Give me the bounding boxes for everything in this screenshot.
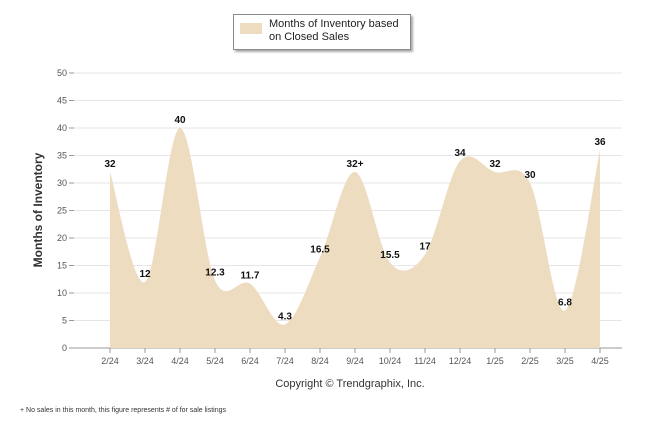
y-tick-label: 0	[62, 343, 67, 353]
x-tick-label: 1/25	[486, 356, 504, 366]
y-tick-label: 5	[62, 316, 67, 326]
legend: Months of Inventory based on Closed Sale…	[233, 14, 411, 50]
footnote: + No sales in this month, this figure re…	[20, 407, 227, 414]
y-tick-label: 45	[57, 96, 67, 106]
data-label: 16.5	[310, 244, 330, 255]
data-label: 32	[104, 159, 116, 170]
data-label: 12	[139, 269, 151, 280]
data-label: 12.3	[205, 267, 225, 278]
y-tick-label: 40	[57, 123, 67, 133]
inventory-area	[110, 127, 600, 349]
x-tick-label: 4/24	[171, 356, 189, 366]
y-tick-label: 35	[57, 151, 67, 161]
data-label: 15.5	[380, 250, 400, 261]
x-tick-label: 2/24	[101, 356, 119, 366]
x-tick-label: 7/24	[276, 356, 294, 366]
data-label: 30	[524, 170, 536, 181]
legend-swatch	[240, 23, 262, 34]
y-tick-label: 15	[57, 261, 67, 271]
x-tick-label: 3/24	[136, 356, 154, 366]
data-labels: 32 12 40 12.3 11.7 4.3 16.5 32+ 15.5 17 34 32 30 6.8 3…	[104, 115, 606, 322]
x-tick-label: 3/25	[556, 356, 574, 366]
y-tick-label: 10	[57, 288, 67, 298]
data-label: 17	[419, 242, 431, 253]
y-tick-label: 25	[57, 206, 67, 216]
y-tick-label: 50	[57, 68, 67, 78]
x-tick-label: 4/25	[591, 356, 609, 366]
x-tick-label: 5/24	[206, 356, 224, 366]
x-tick-label: 9/24	[346, 356, 364, 366]
data-label: 32+	[347, 159, 364, 170]
x-axis-ticks: 2/24 3/24 4/24 5/24 6/24 7/24 8/24 9/24 10/24 11/…	[101, 348, 609, 366]
x-tick-label: 12/24	[449, 356, 472, 366]
y-tick-label: 30	[57, 178, 67, 188]
y-axis-ticks: 0 5 10 15 20 25 30 35 40 45 50	[57, 68, 74, 353]
y-tick-label: 20	[57, 233, 67, 243]
data-label: 11.7	[241, 271, 260, 282]
x-tick-label: 8/24	[311, 356, 329, 366]
x-tick-label: 2/25	[521, 356, 539, 366]
y-axis-title: Months of Inventory	[31, 152, 45, 267]
data-label: 36	[594, 137, 606, 148]
legend-label: Months of Inventory based on Closed Sale…	[269, 18, 399, 43]
data-label: 32	[489, 159, 501, 170]
x-tick-label: 10/24	[379, 356, 402, 366]
data-label: 40	[174, 115, 186, 126]
x-tick-label: 11/24	[414, 356, 436, 366]
data-label: 4.3	[278, 311, 292, 322]
data-label: 34	[454, 148, 466, 159]
copyright: Copyright © Trendgraphix, Inc.	[275, 378, 424, 390]
x-tick-label: 6/24	[241, 356, 259, 366]
data-label: 6.8	[558, 298, 572, 309]
